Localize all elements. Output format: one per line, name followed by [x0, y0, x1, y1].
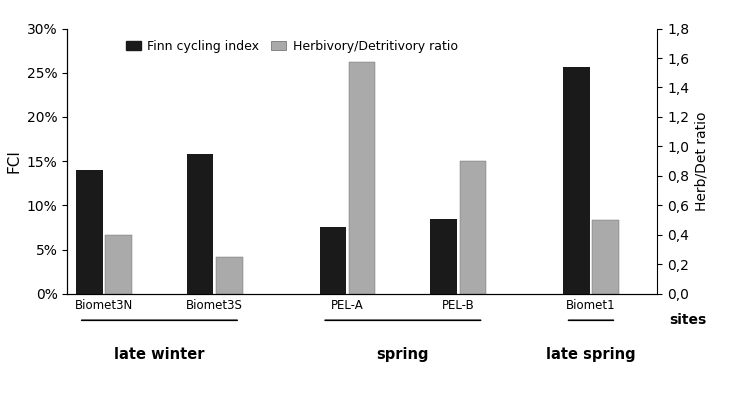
Bar	[459, 161, 486, 294]
Bar	[320, 227, 346, 294]
Bar	[349, 62, 376, 294]
Y-axis label: FCI: FCI	[6, 149, 21, 173]
Bar	[76, 170, 103, 294]
Bar	[563, 67, 589, 294]
Bar	[592, 220, 619, 294]
Bar	[430, 219, 457, 294]
Bar	[187, 154, 214, 294]
Bar	[216, 257, 243, 294]
Text: spring: spring	[376, 347, 429, 362]
Text: late spring: late spring	[546, 347, 636, 362]
Text: sites: sites	[669, 313, 707, 327]
Text: late winter: late winter	[114, 347, 205, 362]
Y-axis label: Herb/Det ratio: Herb/Det ratio	[695, 111, 709, 211]
Bar	[105, 235, 132, 294]
Legend: Finn cycling index, Herbivory/Detritivory ratio: Finn cycling index, Herbivory/Detritivor…	[121, 35, 462, 58]
